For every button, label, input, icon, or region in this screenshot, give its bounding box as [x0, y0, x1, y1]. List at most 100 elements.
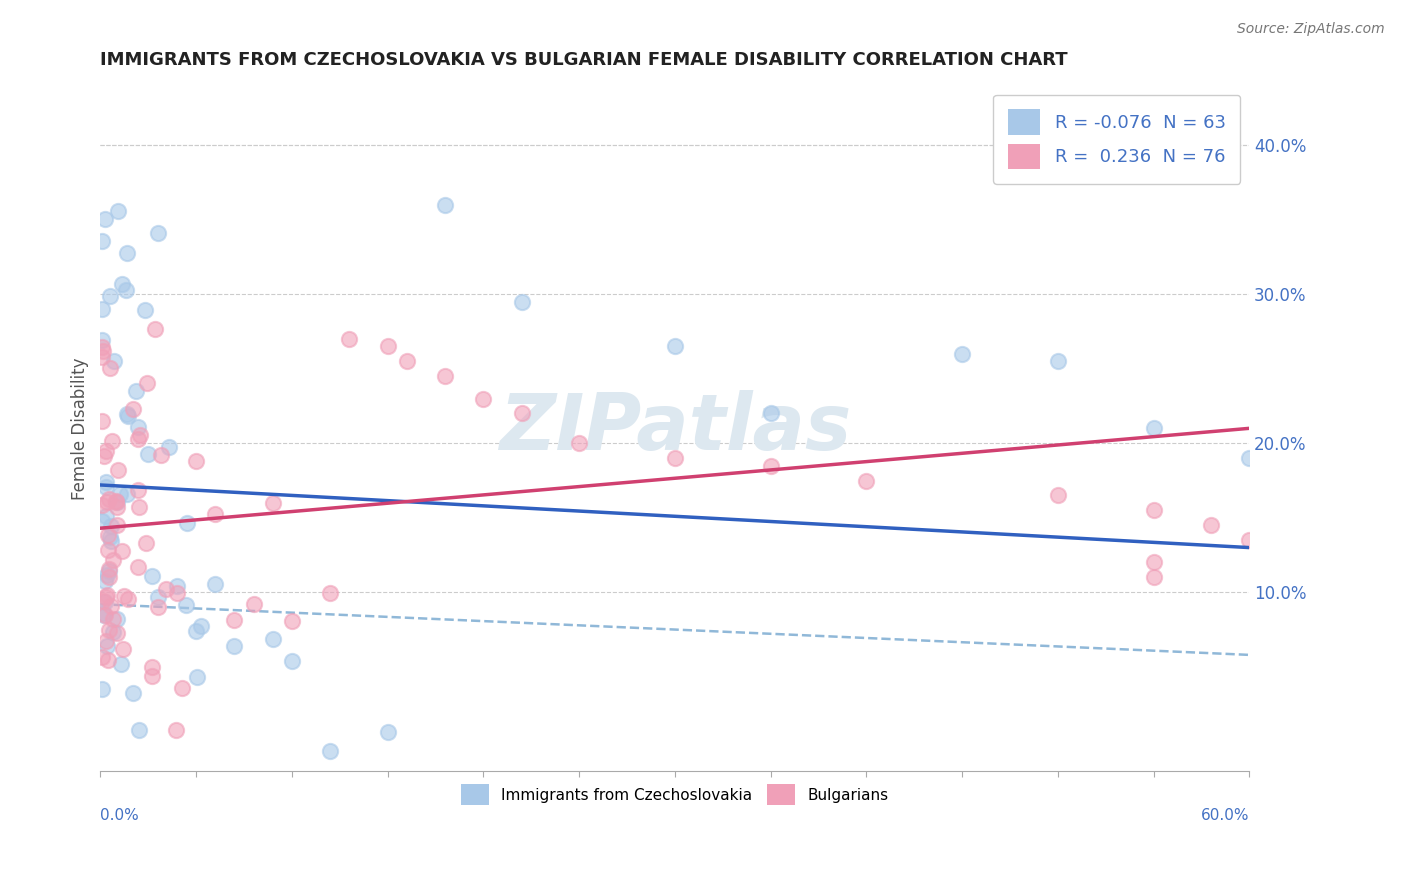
Legend: Immigrants from Czechoslovakia, Bulgarians: Immigrants from Czechoslovakia, Bulgaria…	[456, 778, 894, 812]
Point	[127, 419, 149, 434]
Point	[103, 625, 125, 640]
Point	[117, 592, 139, 607]
Point	[91, 350, 114, 364]
Point	[759, 406, 782, 420]
Text: IMMIGRANTS FROM CZECHOSLOVAKIA VS BULGARIAN FEMALE DISABILITY CORRELATION CHART: IMMIGRANTS FROM CZECHOSLOVAKIA VS BULGAR…	[100, 51, 1069, 69]
Point	[105, 495, 128, 509]
Point	[141, 669, 163, 683]
Point	[1199, 518, 1222, 533]
Point	[96, 480, 118, 494]
Point	[184, 454, 207, 468]
Point	[855, 474, 877, 488]
Point	[91, 414, 114, 428]
Point	[165, 723, 187, 737]
Point	[105, 517, 128, 532]
Point	[91, 333, 114, 347]
Point	[94, 607, 117, 622]
Point	[97, 570, 120, 584]
Point	[98, 562, 121, 576]
Point	[377, 725, 399, 739]
Point	[98, 623, 121, 637]
Point	[101, 612, 124, 626]
Point	[395, 354, 418, 368]
Point	[98, 360, 121, 375]
Point	[128, 500, 150, 515]
Point	[1142, 503, 1164, 517]
Point	[150, 448, 173, 462]
Point	[1142, 556, 1164, 570]
Point	[242, 597, 264, 611]
Text: ZIPatlas: ZIPatlas	[499, 391, 851, 467]
Point	[141, 569, 163, 583]
Point	[155, 582, 177, 597]
Point	[103, 353, 125, 368]
Point	[91, 301, 114, 316]
Point	[146, 600, 169, 615]
Point	[96, 588, 118, 602]
Point	[664, 339, 686, 353]
Point	[759, 458, 782, 473]
Point	[125, 384, 148, 398]
Point	[108, 487, 131, 501]
Point	[100, 534, 122, 549]
Point	[262, 632, 284, 647]
Point	[115, 246, 138, 260]
Point	[97, 653, 120, 667]
Point	[281, 614, 304, 628]
Point	[121, 402, 143, 417]
Point	[146, 226, 169, 240]
Point	[127, 433, 149, 447]
Point	[94, 475, 117, 489]
Point	[128, 427, 150, 442]
Point	[91, 340, 114, 354]
Point	[105, 495, 128, 509]
Point	[97, 543, 120, 558]
Point	[93, 607, 115, 622]
Point	[94, 211, 117, 226]
Point	[1046, 354, 1069, 368]
Point	[262, 496, 284, 510]
Text: Source: ZipAtlas.com: Source: ZipAtlas.com	[1237, 22, 1385, 37]
Point	[111, 277, 134, 291]
Point	[186, 670, 208, 684]
Point	[91, 650, 114, 665]
Point	[510, 294, 533, 309]
Point	[96, 444, 118, 458]
Point	[434, 198, 457, 212]
Point	[105, 625, 128, 640]
Point	[664, 451, 686, 466]
Point	[1142, 421, 1164, 435]
Point	[96, 568, 118, 582]
Point	[97, 564, 120, 578]
Point	[281, 654, 304, 668]
Point	[96, 495, 118, 509]
Point	[101, 434, 124, 449]
Point	[115, 283, 138, 297]
Point	[204, 577, 226, 591]
Point	[94, 634, 117, 648]
Point	[127, 483, 149, 497]
Point	[146, 590, 169, 604]
Point	[184, 624, 207, 638]
Point	[107, 463, 129, 477]
Point	[190, 619, 212, 633]
Point	[94, 574, 117, 589]
Point	[112, 589, 135, 603]
Point	[91, 498, 114, 512]
Point	[105, 500, 128, 514]
Point	[105, 612, 128, 626]
Point	[115, 407, 138, 421]
Point	[510, 406, 533, 420]
Point	[91, 343, 114, 358]
Point	[1046, 488, 1069, 502]
Point	[91, 606, 114, 620]
Text: 0.0%: 0.0%	[100, 808, 139, 823]
Point	[111, 543, 134, 558]
Point	[172, 681, 194, 695]
Point	[1239, 451, 1261, 466]
Point	[91, 515, 114, 529]
Point	[472, 392, 495, 406]
Point	[337, 332, 360, 346]
Point	[122, 685, 145, 699]
Point	[1142, 570, 1164, 584]
